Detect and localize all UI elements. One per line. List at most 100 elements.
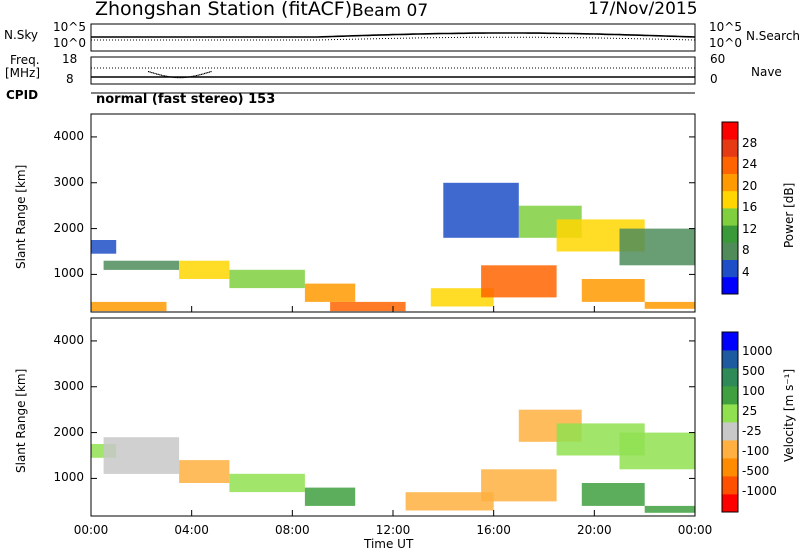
colorbar-swatch [722,190,738,209]
colorbar-tick-label: 28 [742,135,758,150]
nave-point [200,73,202,75]
nave-point [194,75,196,77]
velocity-echo-region [179,460,230,483]
velocity-echo-region [405,492,494,511]
freq-label-line1: Freq. [10,53,40,67]
nave-point [159,74,161,76]
velocity-echo-region [644,505,695,513]
y-tick-label: 2000 [53,220,84,235]
colorbar-swatch [722,259,738,278]
nave-point [188,76,190,78]
colorbar-swatch [722,476,738,495]
nave-point [162,75,164,77]
colorbar-swatch [722,276,738,295]
freq-panel-frame [90,56,696,85]
power-echo-region [443,182,519,238]
velocity-echo-region [103,437,180,474]
x-tick-label: 04:00 [174,523,209,537]
nave-point [156,73,158,75]
nave-point [207,72,209,74]
colorbar-tick-label: -25 [742,424,762,438]
power-echo-region [91,301,167,312]
nave-point [205,72,207,74]
colorbar-swatch [722,458,738,477]
power-echo-region [619,228,695,266]
power-echo-region [330,301,406,312]
velocity-echo-region [619,432,695,470]
noise-right-tick-high: 10^5 [709,20,742,34]
power-echo-region [430,288,494,307]
power-echo-region [581,279,645,302]
nave-point [183,76,185,79]
colorbar-swatch [722,422,738,441]
velocity-echo-region [581,483,645,506]
nave-point [197,74,199,76]
colorbar-tick-label: 16 [742,200,758,214]
velocity-colorbar [722,332,738,513]
noise-left-tick-high: 10^5 [53,20,86,34]
colorbar-tick-label: -500 [742,464,770,478]
x-axis-label: Time UT [364,537,414,551]
nave-point [184,76,186,78]
colorbar-swatch [722,156,738,174]
x-tick-label: 00:00 [677,523,713,537]
nave-point [208,71,210,73]
colorbar-swatch [722,494,738,513]
colorbar-swatch [722,173,738,192]
x-tick-label: 16:00 [476,523,511,537]
power-echo-region [179,260,230,279]
colorbar-swatch [722,368,738,387]
x-tick-label: 00:00 [73,523,109,537]
colorbar-tick-label: 500 [742,364,765,378]
cpid-label: CPID [6,88,39,102]
beam-label: Beam 07 [352,1,429,21]
colorbar-swatch [722,225,738,243]
station-title: Zhongshan Station (fitACF) [95,0,353,20]
colorbar-tick-label: 8 [742,243,750,257]
nave-point [210,71,212,73]
freq-tick-high: 18 [62,52,78,66]
velocity-colorbar-frame [721,331,739,513]
noise-search-label: N.Search [746,29,800,43]
nave-point [175,76,177,79]
nave-point [148,71,150,73]
power-echo-region [481,265,557,298]
velocity-echo-region [304,487,356,506]
y-tick-label: 1000 [53,266,84,281]
colorbar-tick-label: 100 [742,384,765,398]
y-tick-label: 1000 [53,470,84,485]
nave-point [167,75,169,78]
power-echo-region [91,240,117,254]
nave-point [149,71,151,73]
nave-point [199,74,201,76]
colorbar-tick-label: 25 [742,404,758,418]
nave-point [173,76,175,78]
noise-sky-line [91,32,696,38]
colorbar-tick-label: 12 [742,221,758,236]
colorbar-swatch [722,332,738,351]
power-panel [91,182,695,312]
velocity-echo-region [229,473,305,493]
nave-point [191,75,193,78]
cpid-text: normal (fast stereo) 153 [96,92,276,107]
x-tick-label: 08:00 [275,523,310,537]
colorbar-tick-label: -100 [742,444,770,458]
nave-point [157,73,159,75]
nave-point [152,72,154,74]
colorbar-label: Velocity [m s⁻¹] [782,368,796,462]
noise-right-tick-low: 10^0 [709,36,742,50]
velocity-echo-region [481,469,557,502]
nave-point [164,75,166,77]
nave-tick-high: 60 [710,52,726,66]
power-echo-region [103,260,180,270]
nave-point [189,76,191,78]
nave-point [202,73,204,75]
freq-label-line2: [MHz] [5,66,41,80]
colorbar-swatch [722,208,738,226]
freq-tick-low: 8 [66,72,74,86]
power-colorbar [722,122,738,295]
nave-point [180,77,182,79]
x-tick-label: 12:00 [375,523,411,537]
nave-point [165,75,167,77]
